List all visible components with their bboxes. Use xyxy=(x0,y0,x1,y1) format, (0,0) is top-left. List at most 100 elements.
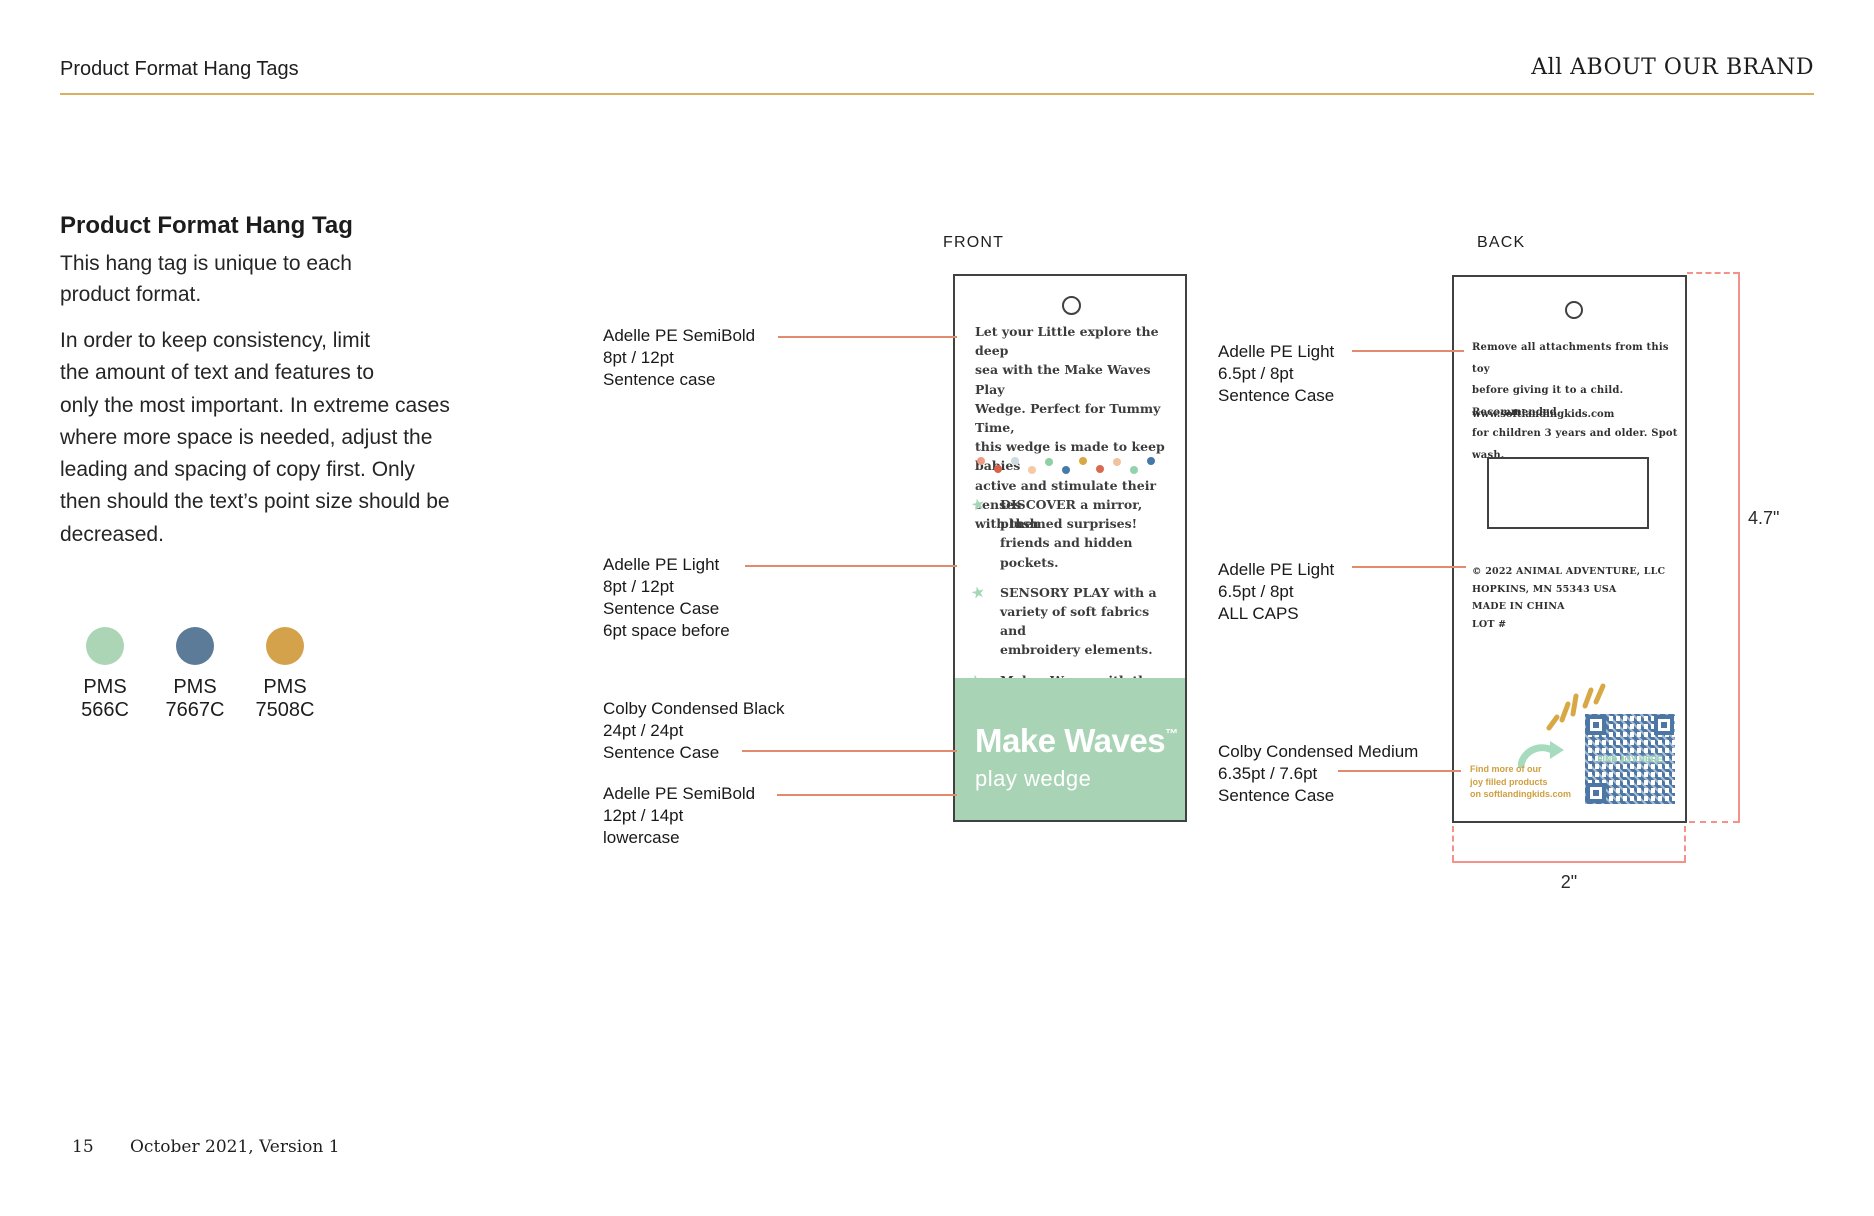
hang-hole-icon xyxy=(1565,301,1583,319)
swatch-label: PMS 7667C xyxy=(150,676,240,722)
barcode-placeholder-box xyxy=(1487,457,1649,529)
swatch-label: PMS 566C xyxy=(60,676,150,722)
annotation-line: Sentence Case xyxy=(603,743,720,762)
intro-paragraph-2: In order to keep consistency, limit the … xyxy=(60,329,450,546)
sparkle-burst-icon xyxy=(1546,683,1606,731)
bullet-text: SENSORY PLAY with a variety of soft fabr… xyxy=(1000,584,1157,658)
measure-dash-top xyxy=(1687,272,1739,274)
swatch-pms: PMS xyxy=(83,676,127,698)
promo-text: Find more of our joy filled products on … xyxy=(1470,764,1572,799)
connector-line xyxy=(1352,566,1466,568)
website-url: www.softlandingkids.com xyxy=(1472,409,1615,420)
pms-swatch: PMS 7508C xyxy=(240,627,330,722)
pms-swatch-row: PMS 566C PMS 7667C PMS 7508C xyxy=(62,627,330,722)
swatch-color-dot xyxy=(266,627,304,665)
measure-dash-right xyxy=(1684,826,1686,861)
annotation-line: Sentence Case xyxy=(603,599,720,618)
confetti-dot-icon xyxy=(1113,458,1121,466)
annotation-front-intro: Adelle PE SemiBold 8pt / 12pt Sentence cas… xyxy=(603,325,755,391)
legal-line: HOPKINS, MN 55343 USA xyxy=(1472,583,1617,595)
connector-line xyxy=(777,794,957,796)
width-dimension-label: 2" xyxy=(1560,872,1578,892)
annotation-line: 6.35pt / 7.6pt xyxy=(1218,764,1318,783)
measure-dash-left xyxy=(1452,826,1454,861)
intro-paragraph-1: This hang tag is unique to each product … xyxy=(60,252,352,306)
legal-line: © 2022 ANIMAL ADVENTURE, LLC xyxy=(1472,566,1666,577)
annotation-back-legal: Adelle PE Light 6.5pt / 8pt ALL CAPS xyxy=(1218,559,1334,625)
annotation-line: 6pt space before xyxy=(603,621,730,640)
annotation-line: Sentence Case xyxy=(1218,386,1335,405)
swatch-color-dot xyxy=(176,627,214,665)
confetti-dot-icon xyxy=(1079,457,1087,465)
annotation-line: Sentence Case xyxy=(1218,786,1335,805)
measure-height-line xyxy=(1738,272,1740,823)
swatch-label: PMS 7508C xyxy=(240,676,330,722)
annotation-line: Adelle PE SemiBold xyxy=(603,326,756,345)
swatch-code: 7508C xyxy=(255,699,315,721)
brand-header-title: All ABOUT OUR BRAND xyxy=(1531,55,1814,80)
legal-line: LOT # xyxy=(1472,618,1507,630)
annotation-line: 8pt / 12pt xyxy=(603,348,674,367)
connector-line xyxy=(1352,350,1464,352)
annotation-line: Adelle PE SemiBold xyxy=(603,784,756,803)
version-text: October 2021, Version 1 xyxy=(130,1137,340,1157)
annotation-back-care: Adelle PE Light 6.5pt / 8pt Sentence Case xyxy=(1218,341,1334,407)
qr-finder-icon xyxy=(1654,715,1674,735)
front-label: FRONT xyxy=(943,234,1005,251)
swatch-color-dot xyxy=(86,627,124,665)
annotation-front-bullets: Adelle PE Light 8pt / 12pt Sentence Case 6p… xyxy=(603,554,730,642)
product-subtitle: play wedge xyxy=(975,766,1092,791)
pms-swatch: PMS 7667C xyxy=(150,627,240,722)
care-instructions: Remove all attachments from this toy bef… xyxy=(1472,342,1678,461)
confetti-dot-icon xyxy=(1096,465,1104,473)
annotation-front-subtitle: Adelle PE SemiBold 12pt / 14pt lowercase xyxy=(603,783,755,849)
legal-block: © 2022 ANIMAL ADVENTURE, LLC HOPKINS, MN … xyxy=(1472,563,1665,633)
confetti-dots xyxy=(977,457,1155,474)
confetti-dot-icon xyxy=(1011,457,1019,465)
measure-width-line xyxy=(1452,861,1686,863)
back-hang-tag: Remove all attachments from this toy bef… xyxy=(1452,275,1687,823)
annotation-line: Colby Condensed Black xyxy=(603,699,785,718)
swatch-code: 7667C xyxy=(165,699,225,721)
front-bullet: ★ SENSORY PLAY with a variety of soft fa… xyxy=(969,583,1177,660)
back-label: BACK xyxy=(1477,234,1526,251)
qr-label: FIND JOY HERE xyxy=(1597,754,1663,764)
page-header-title: Product Format Hang Tags xyxy=(60,58,299,80)
swatch-pms: PMS xyxy=(263,676,307,698)
annotation-line: Adelle PE Light xyxy=(1218,560,1335,579)
confetti-dot-icon xyxy=(1130,466,1138,474)
qr-finder-icon xyxy=(1586,783,1606,803)
annotation-line: lowercase xyxy=(603,828,680,847)
pms-swatch: PMS 566C xyxy=(60,627,150,722)
bullet-text: DISCOVER a mirror, plush friends and hid… xyxy=(1000,497,1143,570)
trademark-symbol: ™ xyxy=(1165,726,1178,741)
section-title: Product Format Hang Tag xyxy=(60,212,353,239)
product-title: Make Waves™ xyxy=(975,722,1178,760)
connector-line xyxy=(1338,770,1461,772)
front-bullet: ★ DISCOVER a mirror, plush friends and h… xyxy=(969,495,1177,572)
hang-hole-icon xyxy=(1062,296,1081,315)
annotation-line: Sentence case xyxy=(603,370,716,389)
connector-line xyxy=(745,565,957,567)
annotation-line: 6.5pt / 8pt xyxy=(1218,582,1294,601)
annotation-line: 6.5pt / 8pt xyxy=(1218,364,1294,383)
confetti-dot-icon xyxy=(1147,457,1155,465)
confetti-dot-icon xyxy=(1045,458,1053,466)
header-rule xyxy=(60,93,1814,95)
front-description: Let your Little explore the deep sea wit… xyxy=(975,324,1165,532)
qr-finder-icon xyxy=(1586,715,1606,735)
height-dimension-label: 4.7" xyxy=(1748,508,1780,528)
confetti-dot-icon xyxy=(994,465,1002,473)
confetti-dot-icon xyxy=(977,457,985,465)
star-icon: ★ xyxy=(969,495,987,516)
connector-line xyxy=(742,750,957,752)
product-title-text: Make Waves xyxy=(975,722,1166,759)
annotation-line: Colby Condensed Medium xyxy=(1218,742,1419,761)
star-icon: ★ xyxy=(969,583,987,603)
annotation-line: Adelle PE Light xyxy=(603,555,720,574)
annotation-line: 12pt / 14pt xyxy=(603,806,684,825)
confetti-dot-icon xyxy=(1028,466,1036,474)
curved-arrow-icon xyxy=(1518,741,1564,768)
swatch-code: 566C xyxy=(81,699,129,721)
